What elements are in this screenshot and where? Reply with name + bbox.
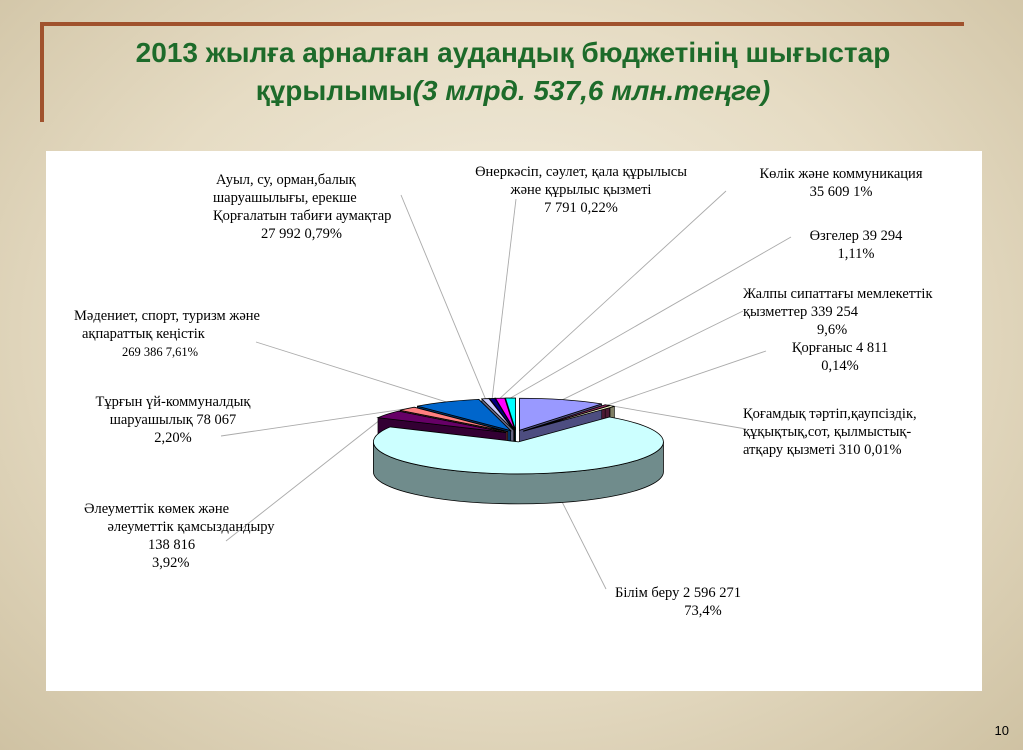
label-bilim-line1: Білім беру 2 596 271 bbox=[615, 585, 741, 601]
leader-line-10 bbox=[510, 236, 792, 399]
leader-line-0 bbox=[562, 310, 744, 401]
label-auyl-line4: 27 992 0,79% bbox=[213, 225, 391, 243]
pie-slice-10 bbox=[504, 397, 516, 431]
pie-slice-0 bbox=[519, 397, 602, 431]
title-line-1: 2013 жылға арналған аудандық бюджетінің … bbox=[135, 37, 891, 68]
slice-tops bbox=[373, 397, 664, 475]
label-auyl-line1: Ауыл, су, орман,балық bbox=[216, 172, 356, 188]
label-kogamdyk: Қоғамдық тәртіп,қаупсіздік, құқықтық,сот… bbox=[743, 405, 917, 459]
pie-slice-3 bbox=[373, 416, 664, 475]
label-auyl-line3: Қорғалатын табиғи аумақтар bbox=[213, 208, 392, 224]
label-zhalpy: Жалпы сипаттағы мемлекеттік қызметтер 33… bbox=[743, 285, 933, 339]
label-aleumettik-line4: 3,92% bbox=[152, 555, 190, 571]
label-madeniet-line3: 269 386 7,61% bbox=[122, 345, 199, 359]
label-onerkasip-line1: Өнеркәсіп, сәулет, қала құрылысы bbox=[475, 164, 687, 180]
slide-title: 2013 жылға арналған аудандық бюджетінің … bbox=[48, 34, 978, 110]
label-bilim-line2: 73,4% bbox=[684, 603, 722, 619]
label-madeniet-line2: ақпараттық кеңістік bbox=[82, 326, 205, 342]
leader-line-6 bbox=[255, 341, 447, 403]
pie-slice-6 bbox=[417, 398, 513, 432]
label-ozgeler: Өзгелер 39 294 1,11% bbox=[786, 227, 926, 263]
pie-chart bbox=[220, 190, 792, 590]
leader-line-1 bbox=[607, 350, 767, 406]
label-auyl-line2: шаруашылығы, ерекше bbox=[213, 190, 357, 206]
leader-line-2 bbox=[612, 405, 747, 430]
label-auyl-value: 27 992 bbox=[261, 226, 301, 242]
label-kogamdyk-line1: Қоғамдық тәртіп,қаупсіздік, bbox=[743, 406, 917, 422]
page-number: 10 bbox=[994, 723, 1009, 738]
label-turgyn: Тұрғын үй-коммуналдық шаруашылық 78 067 … bbox=[68, 393, 278, 447]
pie-slice-7 bbox=[480, 398, 514, 431]
label-zhalpy-line2: қызметтер 339 254 bbox=[743, 304, 859, 320]
label-turgyn-line3: 2,20% bbox=[154, 430, 192, 446]
label-madeniet-line1: Мәдениет, спорт, туризм және bbox=[74, 308, 260, 324]
label-aleumettik-line1: Әлеуметтік көмек және bbox=[84, 501, 230, 517]
pie-slice-2 bbox=[523, 405, 615, 432]
label-onerkasip: Өнеркәсіп, сәулет, қала құрылысы және құ… bbox=[446, 163, 716, 217]
leader-line-4 bbox=[225, 413, 388, 542]
label-onerkasip-line2: және құрылыс қызметі bbox=[510, 182, 652, 198]
leader-lines bbox=[220, 190, 792, 590]
label-onerkasip-line3: 7 791 0,22% bbox=[544, 200, 618, 216]
chart-panel: Ауыл, су, орман,балық шаруашылығы, ерекш… bbox=[46, 151, 982, 691]
label-turgyn-line1: Тұрғын үй-коммуналдық bbox=[95, 394, 251, 410]
title-line-2-italic: (3 млрд. 537,6 млн.теңге) bbox=[412, 75, 771, 106]
label-aleumettik-line3: 138 816 bbox=[148, 537, 196, 553]
label-kolik: Көлік және коммуникация 35 609 1% bbox=[736, 165, 946, 201]
pie-slice-4 bbox=[376, 410, 507, 433]
label-bilim: Білім беру 2 596 271 73,4% bbox=[593, 584, 763, 620]
label-kolik-line2: 35 609 1% bbox=[809, 184, 873, 200]
label-turgyn-line2: шаруашылық 78 067 bbox=[109, 412, 237, 428]
label-auyl: Ауыл, су, орман,балық шаруашылығы, ерекш… bbox=[213, 171, 391, 243]
label-korganys-line1: Қорғаныс 4 811 bbox=[791, 340, 889, 356]
leader-line-7 bbox=[400, 194, 486, 399]
label-zhalpy-line3: 9,6% bbox=[817, 322, 848, 338]
label-aleumettik-line2: әлеуметтік қамсыздандыру bbox=[107, 519, 275, 535]
frame-top-border bbox=[40, 22, 964, 26]
pie-slice-8 bbox=[488, 397, 515, 431]
label-auyl-percent: 0,79% bbox=[304, 226, 342, 242]
label-kogamdyk-line2: құқықтық,сот, қылмыстық- bbox=[743, 424, 912, 440]
label-korganys-line2: 0,14% bbox=[821, 358, 859, 374]
label-ozgeler-line2: 1,11% bbox=[837, 246, 875, 262]
leader-line-9 bbox=[499, 190, 727, 399]
label-kolik-line1: Көлік және коммуникация bbox=[759, 166, 923, 182]
label-zhalpy-line1: Жалпы сипаттағы мемлекеттік bbox=[743, 286, 933, 302]
label-madeniet: Мәдениет, спорт, туризм және ақпараттық … bbox=[74, 307, 260, 361]
label-korganys: Қорғаныс 4 811 0,14% bbox=[780, 339, 900, 375]
pie-slice-9 bbox=[494, 397, 516, 431]
title-line-2-main: құрылымы bbox=[255, 75, 413, 106]
label-ozgeler-line1: Өзгелер 39 294 bbox=[809, 228, 903, 244]
leader-line-8 bbox=[491, 198, 517, 399]
frame-left-border bbox=[40, 22, 44, 122]
leader-line-5 bbox=[220, 408, 407, 437]
title-line-2: құрылымы(3 млрд. 537,6 млн.теңге) bbox=[48, 72, 978, 110]
pie-slice-5 bbox=[399, 406, 508, 433]
label-aleumettik: Әлеуметтік көмек және әлеуметтік қамсызд… bbox=[66, 500, 316, 572]
label-kogamdyk-line3: атқару қызметі 310 0,01% bbox=[743, 442, 902, 458]
